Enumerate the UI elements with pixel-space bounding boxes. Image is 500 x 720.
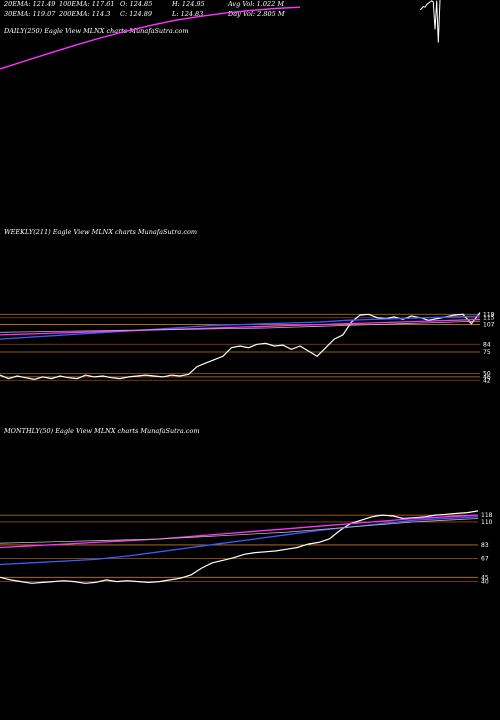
level-label: 115 (483, 315, 495, 322)
level-label: 42 (483, 377, 491, 384)
level-label: 118 (481, 512, 493, 519)
level-label: 119 (483, 311, 495, 318)
daily-panel-label: DAILY(250) Eagle View MLNX charts Munafa… (4, 27, 189, 35)
level-label: 50 (483, 370, 491, 377)
series-ema-magenta (0, 514, 479, 549)
level-label: 46 (483, 374, 491, 381)
stat-open: O: 124.85 (120, 0, 153, 8)
series-price (0, 312, 481, 381)
series-ema-magenta (0, 318, 481, 336)
level-label: 75 (483, 349, 491, 356)
level-label: 45 (481, 574, 489, 581)
stat-ema20: 20EMA: 121.49 (4, 0, 56, 8)
stat-dayvol: Day Vol: 2.805 M (228, 10, 285, 18)
series-ema-gray (0, 518, 479, 544)
level-label: 40 (481, 579, 489, 586)
stat-ema100: 100EMA: 117.61 (59, 0, 115, 8)
level-label: 67 (481, 556, 489, 563)
level-label: 107 (483, 322, 495, 329)
stat-high: H: 124.95 (172, 0, 205, 8)
series-ema-blue (0, 516, 479, 566)
daily-panel (0, 0, 441, 70)
stat-close: C: 124.89 (120, 10, 152, 18)
level-label: 84 (483, 341, 491, 348)
stat-avgvol: Avg Vol: 1.022 M (228, 0, 285, 8)
weekly-panel-label: WEEKLY(211) Eagle View MLNX charts Munaf… (4, 228, 198, 236)
series-price (419, 0, 441, 43)
series-price (0, 510, 479, 584)
level-label: 83 (481, 542, 489, 549)
monthly-panel-label: MONTHLY(50) Eagle View MLNX charts Munaf… (4, 427, 200, 435)
stat-ema200: 200EMA: 114.3 (59, 10, 111, 18)
stat-low: L: 124.83 (172, 10, 204, 18)
series-ema-gray (0, 320, 481, 333)
level-label: 110 (481, 519, 493, 526)
series-ema-blue (0, 315, 481, 340)
stat-ema30: 30EMA: 119.07 (4, 10, 56, 18)
series-ema-magenta (0, 6, 301, 70)
